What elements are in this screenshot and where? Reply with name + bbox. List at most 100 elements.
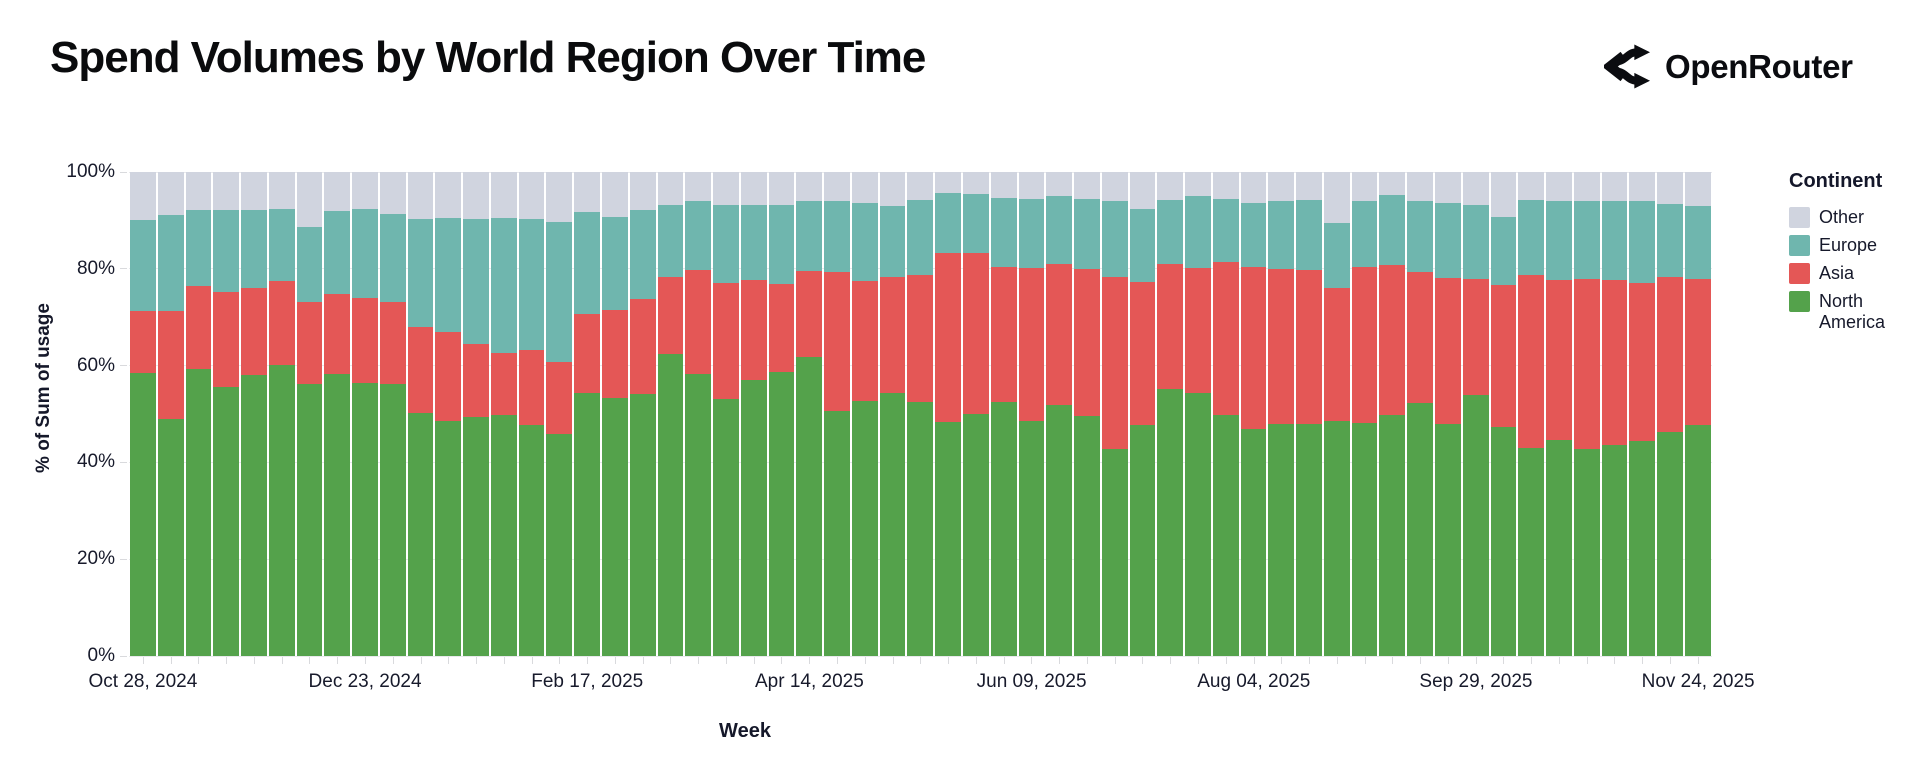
bar-segment-asia[interactable] (213, 292, 240, 388)
bar-segment-north-america[interactable] (1657, 432, 1683, 656)
bar-segment-other[interactable] (241, 172, 267, 210)
bar-segment-asia[interactable] (1518, 274, 1545, 449)
bar-segment-north-america[interactable] (1268, 424, 1295, 656)
bar[interactable] (935, 172, 961, 656)
bar-segment-asia[interactable] (1351, 266, 1378, 424)
bar-segment-europe[interactable] (546, 222, 573, 362)
bar-segment-other[interactable] (463, 172, 489, 220)
bar-segment-europe[interactable] (435, 217, 462, 332)
bar-segment-asia[interactable] (629, 299, 656, 395)
bar-segment-asia[interactable] (1240, 266, 1267, 430)
bar-segment-north-america[interactable] (1129, 425, 1156, 656)
bar[interactable] (1323, 172, 1350, 656)
bar-segment-asia[interactable] (1657, 277, 1683, 433)
bar-segment-north-america[interactable] (879, 393, 906, 656)
bar[interactable] (1351, 172, 1378, 656)
bar-segment-other[interactable] (879, 172, 906, 207)
bar-segment-other[interactable] (1351, 172, 1378, 201)
bar-segment-europe[interactable] (629, 210, 656, 300)
bar-segment-north-america[interactable] (1101, 448, 1128, 656)
bar-segment-other[interactable] (1546, 172, 1572, 202)
bar-segment-europe[interactable] (1268, 201, 1295, 270)
bar-segment-other[interactable] (1046, 172, 1073, 196)
bar-segment-asia[interactable] (824, 272, 850, 411)
bar[interactable] (657, 172, 684, 656)
bar-segment-north-america[interactable] (407, 413, 434, 656)
bar-segment-asia[interactable] (1323, 287, 1350, 421)
bar[interactable] (1684, 172, 1711, 656)
bar-segment-north-america[interactable] (1351, 423, 1378, 656)
bar-segment-north-america[interactable] (1157, 388, 1184, 656)
bar-segment-europe[interactable] (1157, 200, 1184, 264)
bar-segment-other[interactable] (546, 172, 573, 223)
bar-segment-north-america[interactable] (990, 401, 1017, 656)
bar-segment-europe[interactable] (1518, 200, 1545, 275)
bar[interactable] (768, 172, 795, 656)
bar[interactable] (324, 172, 351, 656)
bar-segment-asia[interactable] (435, 331, 462, 421)
bar-segment-other[interactable] (657, 172, 684, 205)
bar-segment-other[interactable] (296, 172, 323, 227)
bar[interactable] (1462, 172, 1489, 656)
bar-segment-europe[interactable] (213, 209, 240, 293)
bar-segment-europe[interactable] (1323, 222, 1350, 288)
bar-segment-europe[interactable] (851, 203, 878, 281)
bar-segment-other[interactable] (1296, 172, 1322, 201)
bar-segment-other[interactable] (1601, 172, 1628, 202)
bar-segment-europe[interactable] (1018, 199, 1045, 268)
bar-segment-europe[interactable] (657, 204, 684, 278)
bar-segment-other[interactable] (824, 172, 850, 202)
bar-segment-europe[interactable] (1434, 203, 1461, 278)
bar-segment-other[interactable] (768, 172, 795, 206)
bar-segment-asia[interactable] (1573, 278, 1600, 449)
bar-segment-other[interactable] (1323, 172, 1350, 223)
bar[interactable] (824, 172, 850, 656)
bar-segment-europe[interactable] (907, 199, 934, 275)
bar-segment-asia[interactable] (713, 283, 739, 399)
bar-segment-north-america[interactable] (268, 364, 295, 656)
bar-segment-asia[interactable] (768, 284, 795, 373)
bar-segment-north-america[interactable] (546, 433, 573, 656)
bar-segment-north-america[interactable] (629, 394, 656, 656)
bar-segment-europe[interactable] (352, 208, 378, 298)
bar-segment-other[interactable] (490, 172, 517, 218)
bar-segment-north-america[interactable] (768, 372, 795, 656)
bar-segment-asia[interactable] (796, 271, 823, 358)
bar[interactable] (574, 172, 601, 656)
bar-segment-other[interactable] (1129, 172, 1156, 209)
bar-segment-north-america[interactable] (935, 421, 961, 656)
bar[interactable] (518, 172, 545, 656)
bar-segment-asia[interactable] (1407, 271, 1433, 404)
bar-segment-other[interactable] (629, 172, 656, 211)
bar-segment-other[interactable] (713, 172, 739, 206)
bar[interactable] (907, 172, 934, 656)
bar-segment-asia[interactable] (1462, 279, 1489, 396)
bar[interactable] (296, 172, 323, 656)
bar[interactable] (130, 172, 156, 656)
bar-segment-europe[interactable] (990, 198, 1017, 267)
bar-segment-other[interactable] (1629, 172, 1656, 201)
bar[interactable] (157, 172, 184, 656)
bar-segment-other[interactable] (962, 172, 989, 194)
bar-segment-europe[interactable] (1240, 203, 1267, 267)
bar-segment-europe[interactable] (1379, 194, 1406, 266)
bar-segment-north-america[interactable] (657, 353, 684, 656)
bar-segment-europe[interactable] (713, 205, 739, 284)
bar[interactable] (629, 172, 656, 656)
bar-segment-other[interactable] (352, 172, 378, 209)
bar-segment-north-america[interactable] (352, 382, 378, 656)
bar-segment-europe[interactable] (518, 218, 545, 351)
bar[interactable] (1129, 172, 1156, 656)
bar[interactable] (352, 172, 378, 656)
bar[interactable] (1212, 172, 1239, 656)
bar[interactable] (463, 172, 489, 656)
bar-segment-asia[interactable] (1046, 263, 1073, 405)
bar[interactable] (1657, 172, 1683, 656)
bar-segment-asia[interactable] (935, 252, 961, 422)
bar-segment-other[interactable] (1518, 172, 1545, 201)
bar-segment-other[interactable] (1240, 172, 1267, 204)
bar-segment-other[interactable] (1212, 172, 1239, 200)
bar-segment-asia[interactable] (130, 310, 156, 374)
bar-segment-other[interactable] (1268, 172, 1295, 202)
bar-segment-north-america[interactable] (463, 417, 489, 656)
